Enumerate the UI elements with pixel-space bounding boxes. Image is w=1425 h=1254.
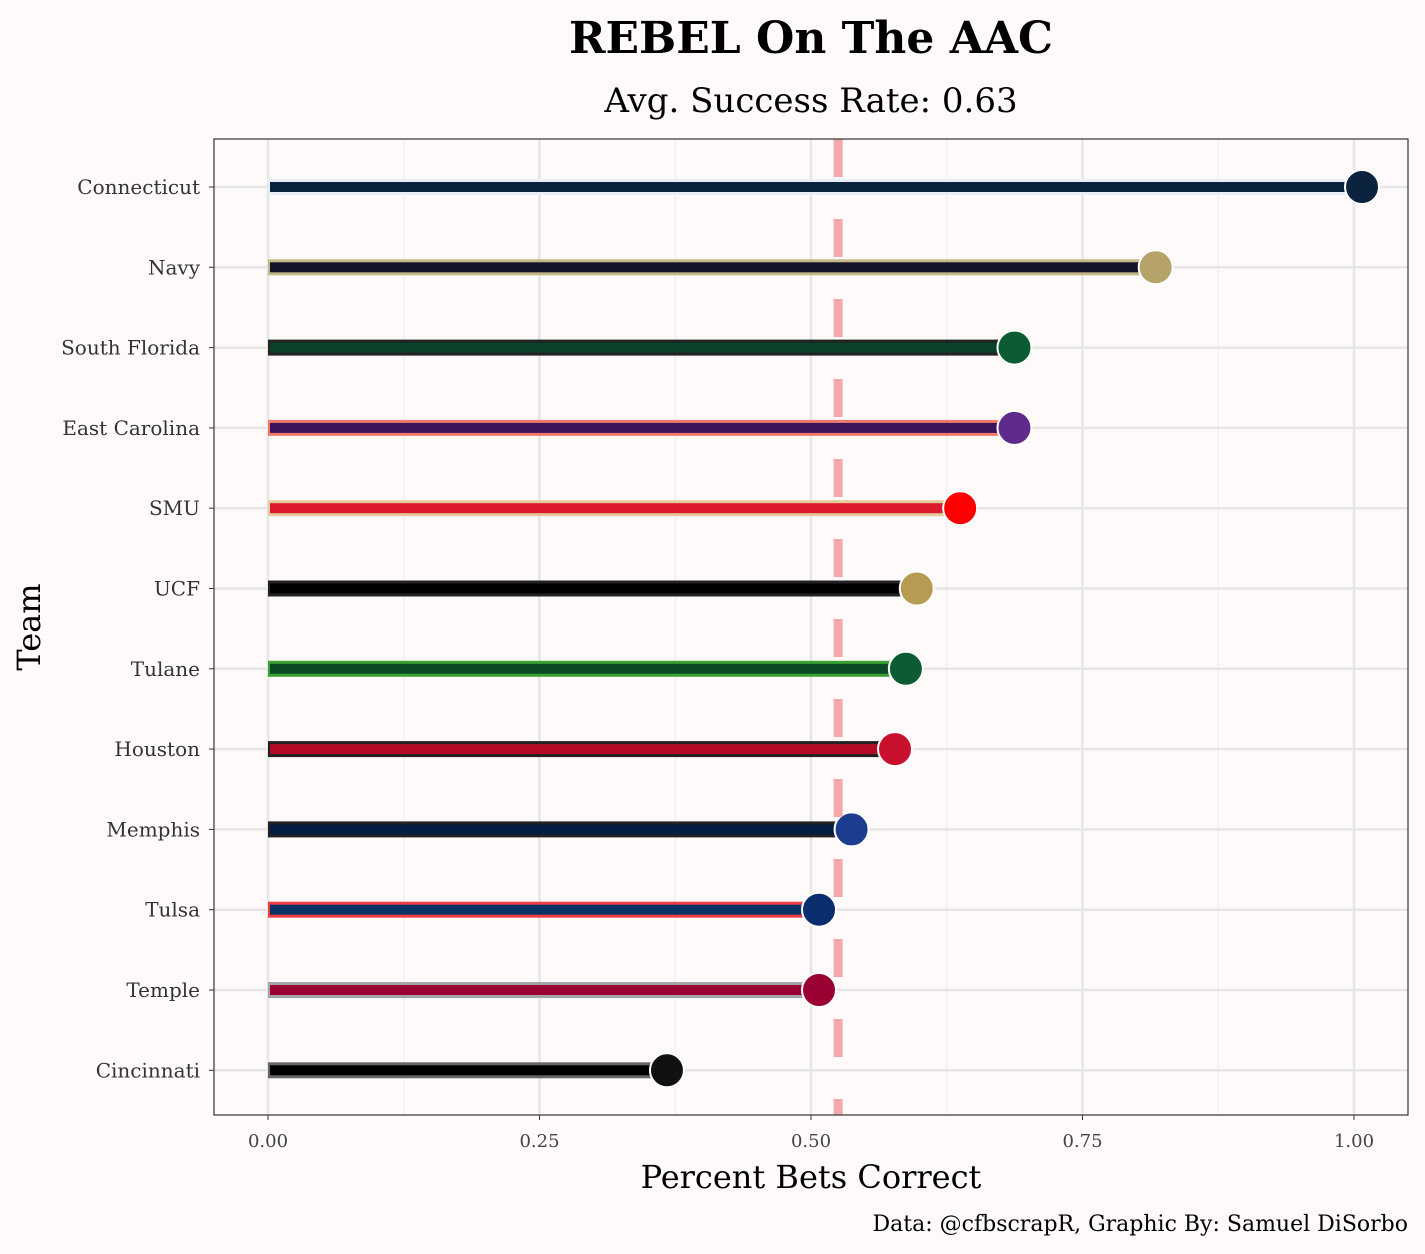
bar [270, 985, 809, 995]
team-logo [1137, 249, 1174, 286]
team-logo [996, 329, 1033, 366]
team-logo [801, 891, 837, 928]
bar [270, 904, 809, 915]
y-tick-label: Houston [114, 737, 200, 761]
team-logo [833, 811, 870, 848]
y-tick-label: Temple [126, 978, 200, 1002]
x-tick-label: 0.50 [791, 1131, 831, 1152]
team-logo [648, 1052, 685, 1089]
y-tick-label: SMU [149, 496, 200, 520]
y-tick-label: Cincinnati [96, 1058, 200, 1082]
bar [270, 342, 1005, 353]
y-tick-label: UCF [154, 577, 200, 601]
bar [270, 422, 1005, 433]
bar [270, 1065, 657, 1076]
bar [270, 824, 842, 835]
chart-title: REBEL On The AAC [569, 13, 1053, 64]
team-logo [996, 409, 1033, 446]
team-logo [898, 570, 935, 607]
y-axis-label: Team [10, 583, 48, 670]
bar [270, 182, 1352, 192]
y-tick-label: Navy [148, 255, 201, 279]
caption: Data: @cfbscrapR, Graphic By: Samuel DiS… [873, 1212, 1408, 1237]
x-tick-label: 0.00 [248, 1131, 288, 1152]
bar [270, 583, 907, 594]
y-tick-label: Memphis [106, 817, 200, 841]
chart-subtitle: Avg. Success Rate: 0.63 [603, 81, 1017, 121]
team-logo [801, 972, 837, 1008]
team-logo [942, 490, 979, 527]
bar [270, 503, 951, 514]
y-tick-label: South Florida [61, 336, 200, 360]
bar [270, 262, 1146, 273]
team-logo [877, 731, 914, 768]
y-tick-label: Tulsa [145, 898, 200, 922]
y-tick-label: Tulane [131, 657, 200, 681]
bar [270, 663, 896, 674]
x-tick-label: 0.25 [519, 1131, 559, 1152]
y-tick-label: Connecticut [77, 175, 200, 199]
y-tick-label: East Carolina [62, 416, 200, 440]
team-logo [887, 650, 924, 687]
bar [270, 744, 886, 755]
x-axis-label: Percent Bets Correct [641, 1158, 982, 1196]
x-tick-label: 1.00 [1334, 1131, 1374, 1152]
x-tick-label: 0.75 [1062, 1131, 1102, 1152]
team-logo [1344, 169, 1380, 205]
